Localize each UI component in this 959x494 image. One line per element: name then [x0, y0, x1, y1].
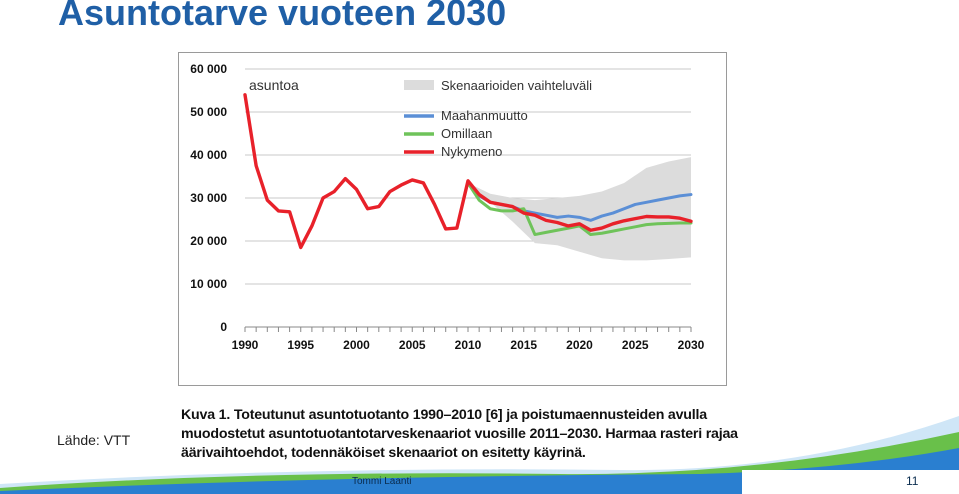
y-tick-label: 60 000	[190, 62, 227, 76]
y-tick-label: 30 000	[190, 191, 227, 205]
legend-label-omillaan: Omillaan	[441, 126, 492, 141]
y-tick-label: 20 000	[190, 234, 227, 248]
legend-label-maahanmuutto: Maahanmuutto	[441, 108, 528, 123]
scenario-range-band	[468, 157, 691, 261]
footer-author: Tommi Laanti	[352, 476, 412, 487]
x-tick-label: 2010	[455, 338, 482, 352]
x-tick-label: 2025	[622, 338, 649, 352]
x-tick-label: 2020	[566, 338, 593, 352]
figure-caption: Kuva 1. Toteutunut asuntotuotanto 1990–2…	[181, 406, 741, 463]
x-tick-label: 2015	[510, 338, 537, 352]
caption-text: Toteutunut asuntotuotanto 1990–2010 [6] …	[181, 407, 738, 461]
source-label: Lähde: VTT	[57, 432, 131, 448]
x-tick-label: 2030	[678, 338, 705, 352]
chart-figure: 0 10 000 20 000 30 000 40 000 50 000 60 000 199…	[178, 52, 727, 386]
y-tick-label: 50 000	[190, 105, 227, 119]
footer-wave-blue	[0, 448, 959, 494]
y-tick-label: 10 000	[190, 277, 227, 291]
x-tick-label: 2005	[399, 338, 426, 352]
series-line-omillaan	[466, 181, 693, 237]
legend-label-nykymeno: Nykymeno	[441, 144, 502, 159]
line-chart: 0 10 000 20 000 30 000 40 000 50 000 60 000 199…	[190, 62, 705, 352]
series-line-nykymeno	[243, 93, 693, 250]
slide-title: Asuntotarve vuoteen 2030	[58, 0, 507, 33]
page-number: 11	[906, 474, 919, 488]
footer-page-box	[742, 470, 959, 494]
legend-label-band: Skenaarioiden vaihteluväli	[441, 78, 592, 93]
x-tick-label: 1990	[232, 338, 259, 352]
y-tick-label: 0	[220, 320, 227, 334]
y-unit-annotation: asuntoa	[249, 77, 299, 93]
legend-swatch-band	[404, 80, 434, 90]
x-tick-label: 2000	[343, 338, 370, 352]
caption-label: Kuva 1.	[181, 407, 231, 423]
y-tick-label: 40 000	[190, 148, 227, 162]
x-tick-label: 1995	[287, 338, 314, 352]
